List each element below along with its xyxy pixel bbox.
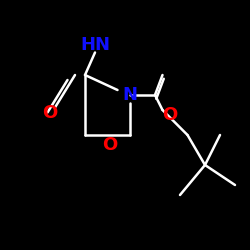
- Text: O: O: [102, 136, 118, 154]
- Text: N: N: [122, 86, 138, 104]
- Text: O: O: [42, 104, 58, 122]
- Text: HN: HN: [80, 36, 110, 54]
- Text: O: O: [162, 106, 178, 124]
